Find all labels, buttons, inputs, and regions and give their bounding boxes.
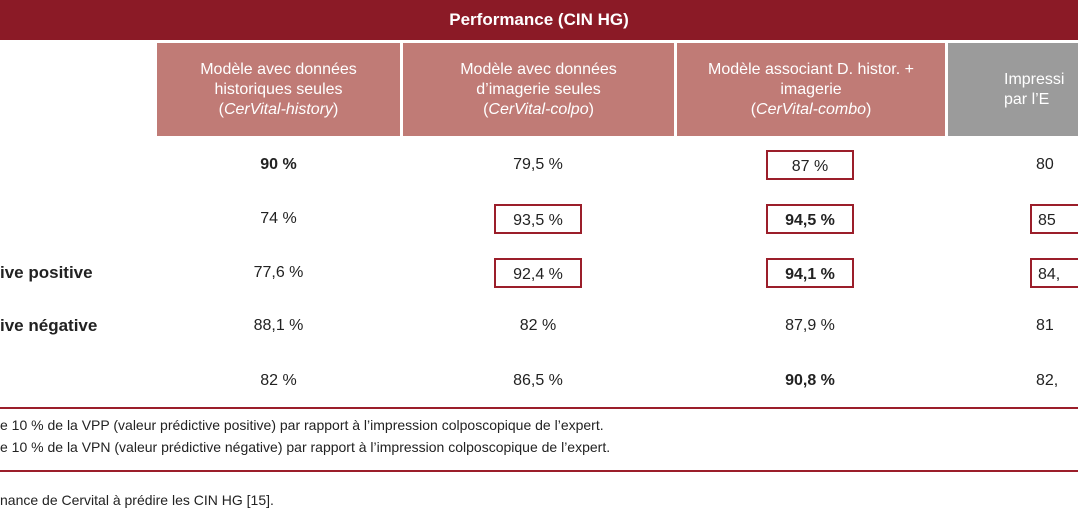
cell-r2-c1: 92,4 % — [494, 258, 582, 288]
cell-r0-c2: 87 % — [766, 150, 854, 180]
cell-r4-c0: 82 % — [260, 372, 297, 389]
footnote-vpn: e 10 % de la VPN (valeur prédictive néga… — [0, 439, 611, 455]
header-line2: historiques seules — [214, 80, 343, 98]
header-line2: imagerie — [780, 80, 842, 98]
cell-r3-c3: 81 — [1036, 317, 1054, 334]
header-sub: (CerVital-colpo) — [483, 100, 594, 118]
header-line1: Impressi — [1004, 70, 1065, 88]
cell-r3-c0: 88,1 % — [253, 317, 304, 334]
cell-r4-c1: 86,5 % — [513, 372, 563, 389]
cell-r4-c2: 90,8 % — [785, 372, 835, 389]
cell-r3-c2: 87,9 % — [785, 317, 835, 334]
column-header-history: Modèle avec données historiques seules (… — [157, 43, 400, 136]
cell-r0-c0: 90 % — [260, 156, 297, 173]
header-sub: (CerVital-combo) — [750, 100, 872, 118]
table-bottom-rule — [0, 407, 1078, 409]
cell-r1-c2: 94,5 % — [766, 204, 854, 234]
table-title: Performance (CIN HG) — [0, 0, 1078, 40]
footnote-vpp: e 10 % de la VPP (valeur prédictive posi… — [0, 417, 604, 433]
cell-r1-c0: 74 % — [260, 210, 297, 227]
column-header-colpo: Modèle avec données d’imagerie seules (C… — [403, 43, 674, 136]
cell-r4-c3: 82, — [1036, 372, 1059, 389]
header-line2: par l’E — [1004, 90, 1050, 108]
cell-r2-c3: 84, — [1030, 258, 1078, 288]
cell-r0-c1: 79,5 % — [513, 156, 563, 173]
header-line1: Modèle associant D. histor. + — [708, 60, 914, 78]
cell-r1-c1: 93,5 % — [494, 204, 582, 234]
header-line2: d’imagerie seules — [476, 80, 601, 98]
column-header-expert: Impressi par l’E — [948, 43, 1078, 136]
header-sub: (CerVital-history) — [218, 100, 339, 118]
row-label-npv: ive négative — [0, 316, 98, 335]
column-header-combo: Modèle associant D. histor. + imagerie (… — [677, 43, 945, 136]
caption-rule — [0, 470, 1078, 472]
cell-r1-c3: 85 — [1030, 204, 1078, 234]
header-line1: Modèle avec données — [200, 60, 357, 78]
figure-caption: nance de Cervital à prédire les CIN HG [… — [0, 492, 274, 508]
cell-r3-c1: 82 % — [519, 317, 557, 334]
cell-r2-c0: 77,6 % — [253, 264, 304, 281]
cell-r0-c3: 80 — [1036, 156, 1054, 173]
row-label-ppv: ive positive — [0, 263, 93, 282]
header-line1: Modèle avec données — [460, 60, 617, 78]
cell-r2-c2: 94,1 % — [766, 258, 854, 288]
